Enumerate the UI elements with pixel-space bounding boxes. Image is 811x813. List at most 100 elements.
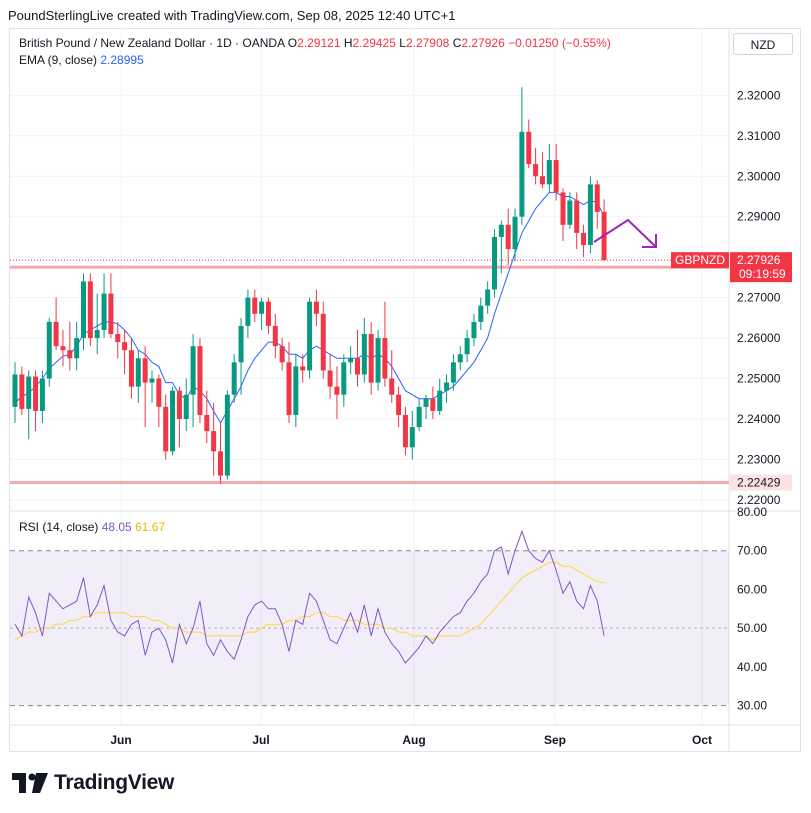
rsi-value: 48.05 <box>101 520 132 534</box>
candle-body <box>163 406 169 452</box>
candle-body <box>533 164 539 177</box>
candle-body <box>457 354 463 363</box>
candle-body <box>183 394 189 419</box>
rsi-label: RSI (14, close) <box>19 520 99 534</box>
candle-body <box>526 131 532 165</box>
chart-frame[interactable] <box>9 28 801 752</box>
rsi-tick-label: 40.00 <box>737 660 767 674</box>
candle-body <box>238 325 244 363</box>
candle-body <box>327 370 333 387</box>
candle-body <box>355 358 360 375</box>
month-tick-label: Sep <box>544 733 566 747</box>
candle-body <box>368 334 374 383</box>
projection-arrowhead <box>642 234 657 248</box>
candle-body <box>252 297 258 314</box>
candle-body <box>313 301 319 314</box>
candle-body <box>12 374 18 407</box>
currency-button[interactable]: NZD <box>733 33 793 55</box>
candle-body <box>320 313 326 371</box>
rsi-tick-label: 60.00 <box>737 582 767 596</box>
candle-body <box>259 301 265 314</box>
price-tick-label: 2.30000 <box>737 169 781 183</box>
legend-close-value: 2.27926 <box>461 36 505 50</box>
level-tag-bg <box>730 474 792 491</box>
tradingview-logo: TradingView <box>12 770 174 796</box>
projection-arrow <box>593 218 657 248</box>
price-tick-label: 2.22000 <box>737 493 781 507</box>
legend-high-value: 2.29425 <box>352 36 396 50</box>
candle-body <box>546 160 552 185</box>
rsi-ma-line <box>14 561 605 641</box>
symbol-tag-label: GBPNZD <box>675 253 725 267</box>
candle-body <box>279 346 285 363</box>
candle-body <box>307 301 313 371</box>
candle-body <box>224 394 230 476</box>
candle-body <box>539 176 545 185</box>
rsi-tick-label: 30.00 <box>737 699 767 713</box>
candle-body <box>265 301 271 326</box>
candle-body <box>46 321 52 379</box>
candle-body <box>450 362 456 383</box>
candle-body <box>416 406 422 428</box>
candle-body <box>108 293 114 335</box>
candle-body <box>334 386 340 395</box>
candle-body <box>348 358 354 363</box>
candle-body <box>197 346 203 415</box>
candle-body <box>122 342 128 351</box>
candle-body <box>53 321 59 347</box>
candle-body <box>101 293 107 330</box>
rsi-tick-label: 80.00 <box>737 505 767 519</box>
candle-body <box>402 414 408 448</box>
candle-body <box>156 378 162 407</box>
legend-change: −0.01250 (−0.55%) <box>508 36 611 50</box>
candle-body <box>211 431 217 452</box>
price-tag-bg <box>730 252 792 283</box>
candle-body <box>444 382 450 391</box>
ema-legend: EMA (9, close) 2.28995 <box>19 53 144 67</box>
legend-low-value: 2.27908 <box>405 36 450 50</box>
candle-body <box>60 346 66 351</box>
price-tag-countdown: 09:19:59 <box>739 267 786 281</box>
candle-body <box>492 236 497 290</box>
candle-body <box>396 394 402 415</box>
legend-open-value: 2.29121 <box>297 36 341 50</box>
rsi-legend: RSI (14, close) 48.05 61.67 <box>19 520 165 534</box>
legend-open-label: O <box>287 36 298 50</box>
ema-label: EMA (9, close) <box>19 53 98 67</box>
candle-body <box>505 224 511 250</box>
candle-body <box>485 289 491 306</box>
price-tag-value: 2.27926 <box>737 253 781 267</box>
candle-body <box>39 378 45 411</box>
candle-body <box>286 362 292 415</box>
ema-value: 2.28995 <box>100 53 144 67</box>
rsi-tick-label: 50.00 <box>737 621 767 635</box>
month-tick-label: Oct <box>692 733 712 747</box>
legend-close-label: C <box>452 36 462 50</box>
candle-body <box>553 160 559 193</box>
candle-body <box>464 338 470 355</box>
price-tick-label: 2.25000 <box>737 372 781 386</box>
level-tag-label: 2.22429 <box>737 476 781 490</box>
candle-body <box>19 374 25 409</box>
candle-body <box>300 366 306 371</box>
month-tick-label: Jun <box>110 733 131 747</box>
candle-body <box>581 232 587 246</box>
rsi-line <box>14 529 605 664</box>
candle-body <box>437 390 443 411</box>
candle-body <box>94 329 100 339</box>
price-tick-label: 2.23000 <box>737 452 781 466</box>
price-tick-label: 2.29000 <box>737 210 781 224</box>
candle-body <box>587 184 593 246</box>
candle-body <box>519 131 525 217</box>
candle-body <box>382 338 388 379</box>
candle-body <box>170 390 176 452</box>
candle-body <box>218 451 223 476</box>
candle-body <box>190 346 196 395</box>
candle-body <box>341 362 347 395</box>
candle-body <box>231 362 237 395</box>
candle-body <box>594 184 600 212</box>
month-tick-label: Aug <box>402 733 425 747</box>
candle-body <box>409 427 415 448</box>
month-tick-label: Jul <box>252 733 269 747</box>
